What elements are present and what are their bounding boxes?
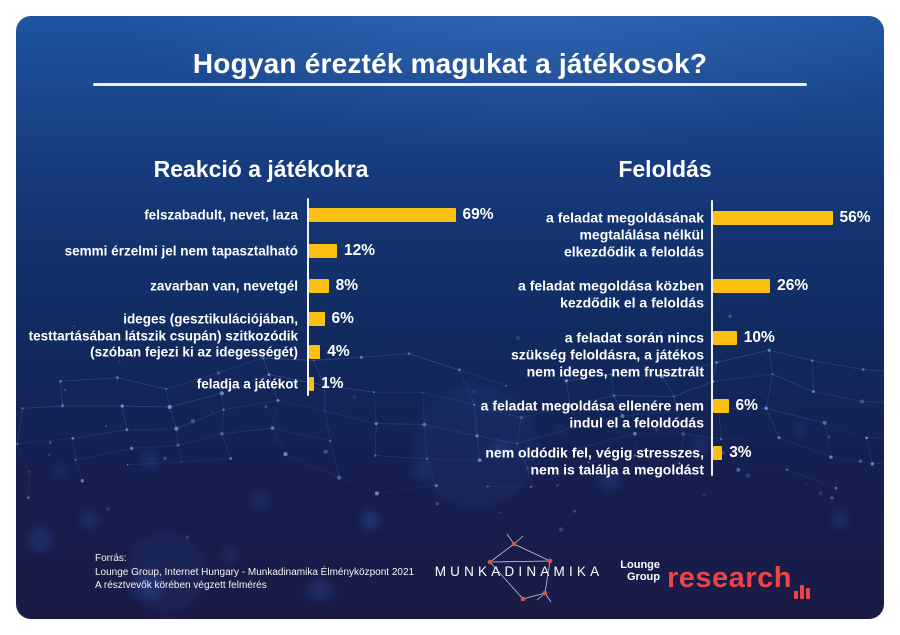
- category-label: nem oldódik fel, végig stresszes, nem is…: [485, 444, 704, 478]
- value-label: 8%: [335, 277, 358, 294]
- munkadinamika-logo-icon: [487, 533, 553, 603]
- category-label: feladja a játékot: [196, 376, 298, 392]
- bar-group: 3%: [713, 444, 752, 461]
- bar-group: 12%: [309, 242, 376, 259]
- munkadinamika-wordmark: MUNKADINAMIKA: [434, 564, 604, 579]
- munkadinamika-logo: MUNKADINAMIKA: [399, 528, 639, 612]
- category-label: ideges (gesztikulációjában, testtartásáb…: [28, 311, 298, 344]
- bar: [309, 377, 315, 391]
- bar: [713, 279, 771, 293]
- right-chart-axis-line: [711, 200, 713, 476]
- left-chart-axis-line: [307, 198, 309, 396]
- category-label: a feladat megoldásának megtalálása nélkü…: [546, 209, 704, 260]
- bar-group: 4%: [309, 343, 350, 360]
- bar: [309, 312, 325, 326]
- bar: [713, 446, 723, 460]
- bar-group: 10%: [713, 329, 775, 346]
- value-label: 12%: [344, 242, 376, 259]
- bar-group: 8%: [309, 277, 358, 294]
- category-label: semmi érzelmi jel nem tapasztalható: [64, 243, 298, 259]
- category-label: (szóban fejezi ki az idegességét): [90, 344, 298, 360]
- value-label: 6%: [331, 310, 354, 327]
- chart-title-right: Feloldás: [618, 156, 712, 182]
- category-label: a feladat során nincs szükség feloldásra…: [511, 329, 704, 380]
- category-label: a feladat megoldása közben kezdődik el a…: [518, 277, 704, 311]
- page-title: Hogyan érezték magukat a játékosok?: [192, 48, 708, 79]
- bar-chart-icon: [794, 585, 810, 599]
- value-label: 3%: [729, 444, 752, 461]
- category-label: felszabadult, nevet, laza: [144, 207, 298, 223]
- bar: [713, 331, 737, 345]
- bar: [309, 345, 321, 359]
- value-label: 6%: [735, 397, 758, 414]
- lounge-group-research-logo: Lounge Group research: [576, 551, 836, 609]
- category-label: a feladat megoldása ellenére nem indul e…: [480, 397, 704, 431]
- category-label: zavarban van, nevetgél: [150, 278, 298, 294]
- bar-group: 6%: [309, 310, 354, 327]
- value-label: 10%: [743, 329, 775, 346]
- bar-group: 69%: [309, 206, 494, 223]
- bar: [309, 279, 329, 293]
- bar: [309, 244, 337, 258]
- value-label: 1%: [321, 375, 344, 392]
- chart-title-left: Reakció a játékokra: [153, 156, 369, 182]
- value-label: 4%: [327, 343, 350, 360]
- source-note: Forrás: Lounge Group, Internet Hungary -…: [95, 553, 415, 591]
- research-wordmark: research: [667, 562, 792, 594]
- value-label: 69%: [462, 206, 494, 223]
- bar: [713, 399, 729, 413]
- lounge-group-wordmark: Lounge Group: [620, 559, 660, 583]
- value-label: 26%: [777, 277, 809, 294]
- bar: [713, 211, 833, 225]
- bar-group: 26%: [713, 277, 809, 294]
- bar-group: 1%: [309, 375, 344, 392]
- bar: [309, 208, 456, 222]
- bar-group: 56%: [713, 209, 871, 226]
- infographic-card: Hogyan érezték magukat a játékosok? Reak…: [16, 16, 884, 619]
- value-label: 56%: [839, 209, 871, 226]
- title-underline: [93, 83, 807, 86]
- bar-group: 6%: [713, 397, 758, 414]
